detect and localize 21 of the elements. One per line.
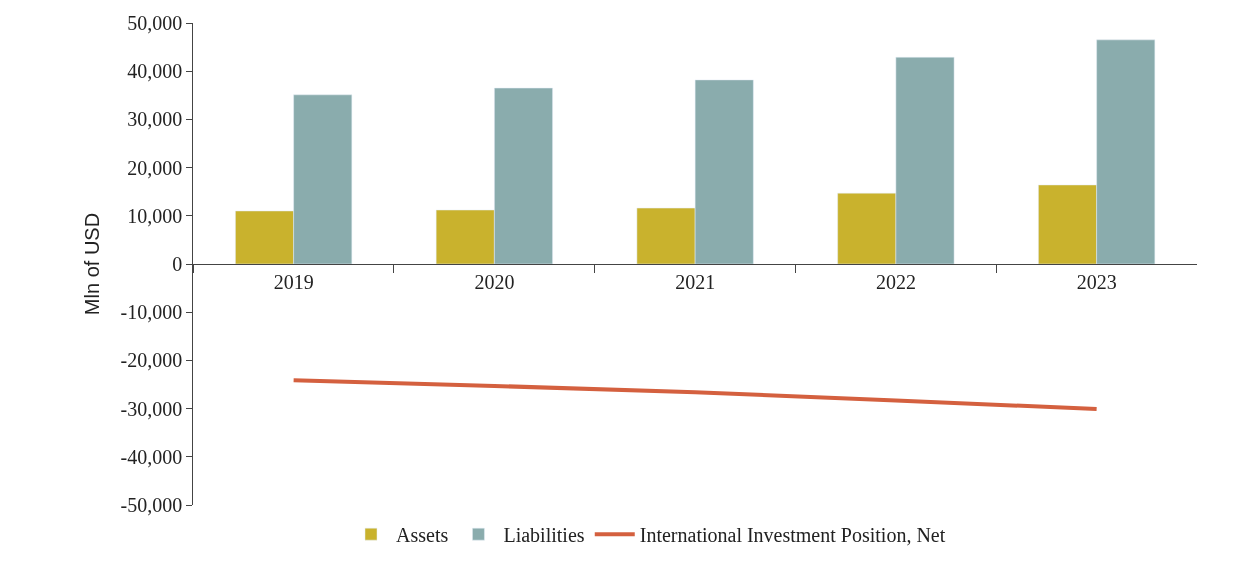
y-tick-label: 10,000: [127, 204, 183, 227]
legend-label: Liabilities: [503, 523, 585, 546]
legend-label: International Investment Position, Net: [639, 523, 946, 546]
y-tick-label: 40,000: [127, 60, 183, 83]
y-tick-label: 0: [172, 253, 183, 275]
y-tick-label: -20,000: [120, 349, 183, 372]
y-tick-label: -40,000: [120, 445, 183, 468]
x-tick-label: 2019: [273, 271, 314, 293]
x-tick-label: 2021: [675, 271, 716, 293]
y-tick-label: 30,000: [127, 108, 183, 131]
x-tick-label: 2020: [474, 271, 515, 293]
y-tick-label: 50,000: [127, 12, 183, 34]
legend-label: Assets: [396, 523, 449, 546]
y-tick-label: 20,000: [127, 156, 183, 179]
y-axis-title: Mln of USD: [81, 212, 104, 316]
y-tick-label: -10,000: [120, 301, 183, 324]
y-tick-label: -50,000: [120, 494, 183, 516]
x-tick-label: 2022: [875, 271, 916, 293]
x-tick-label: 2023: [1076, 271, 1117, 293]
y-tick-label: -30,000: [120, 397, 183, 420]
line-series: [291, 378, 1099, 412]
